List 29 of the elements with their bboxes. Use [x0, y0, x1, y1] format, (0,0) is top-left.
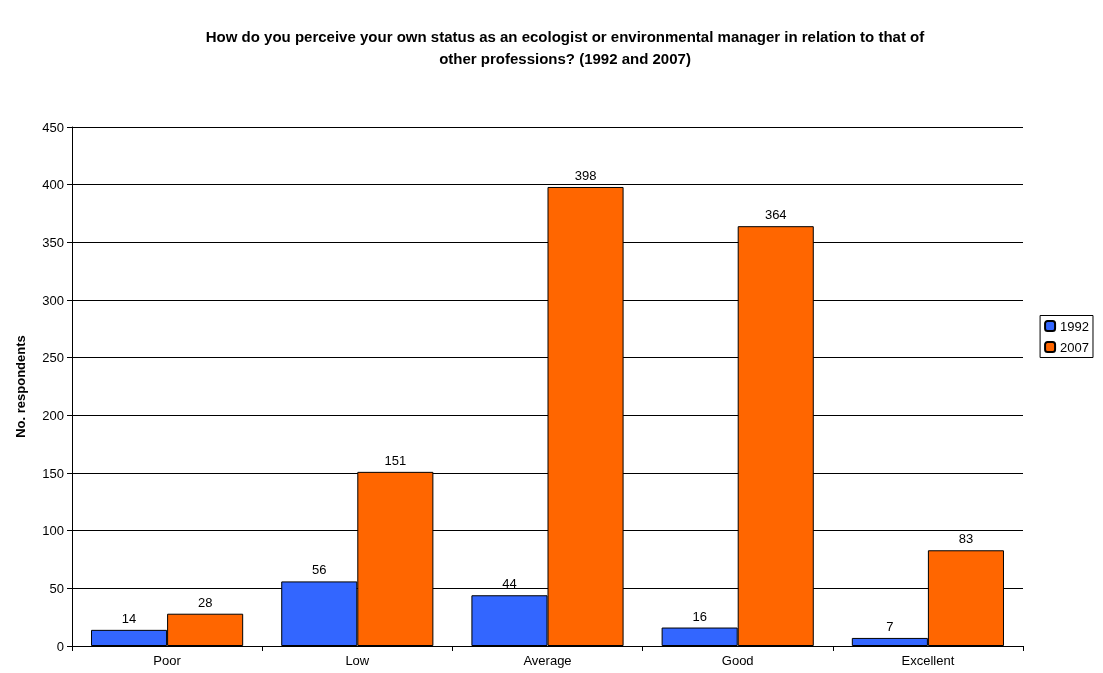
data-label: 14: [121, 610, 137, 626]
legend-label: 1992: [1060, 318, 1089, 334]
y-tick-label: 50: [49, 580, 64, 596]
x-tick-label: Excellent: [901, 653, 955, 668]
data-label: 56: [312, 562, 327, 578]
data-label: 7: [886, 618, 894, 634]
y-tick-label: 450: [42, 119, 64, 135]
data-label: 364: [764, 207, 787, 223]
y-tick-label: 100: [42, 523, 64, 539]
data-label: 398: [574, 167, 597, 183]
chart-title: How do you perceive your own status as an ecologist or environmental manager in relation to that of other professions? (1992 and 2007): [205, 27, 926, 67]
y-axis-title: No. respondents: [13, 335, 28, 438]
data-label: 151: [384, 452, 407, 468]
data-label: 16: [692, 608, 707, 624]
data-label: 83: [958, 531, 974, 547]
x-tick-label: Low: [345, 653, 370, 668]
x-tick-label: Good: [721, 653, 754, 668]
y-tick-label: 250: [42, 350, 64, 366]
y-tick-label: 200: [42, 407, 64, 423]
y-tick-label: 300: [42, 292, 64, 308]
x-tick-label: Poor: [153, 653, 182, 668]
y-tick-label: 350: [42, 234, 64, 250]
legend-label: 2007: [1060, 339, 1089, 355]
y-tick-label: 150: [42, 465, 64, 481]
x-tick-label: Average: [523, 653, 572, 668]
data-label: 28: [197, 594, 213, 610]
data-label: 44: [502, 576, 517, 592]
y-tick-label: 0: [56, 638, 64, 654]
y-tick-label: 400: [42, 177, 64, 193]
